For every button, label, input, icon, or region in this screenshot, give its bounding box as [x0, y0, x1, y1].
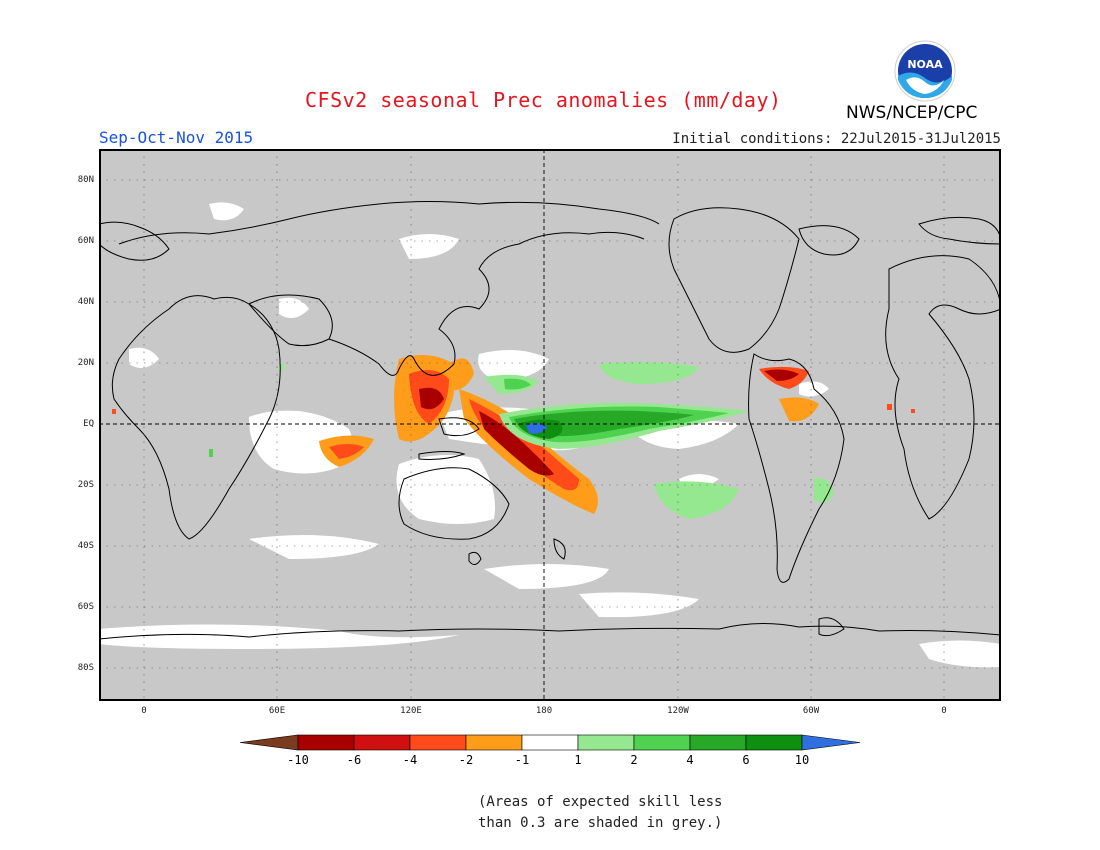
map-frame: [99, 149, 1001, 701]
legend-tick-label: -1: [515, 753, 529, 767]
precip-anomaly-map: [99, 149, 1001, 701]
legend-swatch-2: [353, 734, 411, 751]
legend-tick-label: -2: [459, 753, 473, 767]
map-title: CFSv2 seasonal Prec anomalies (mm/day): [305, 88, 782, 112]
lat-label-40n: 40N: [77, 297, 94, 307]
legend-swatch-3: [409, 734, 467, 751]
lat-label-40s: 40S: [77, 541, 94, 551]
lat-label-20n: 20N: [77, 358, 94, 368]
lon-label-180: 180: [535, 706, 553, 716]
equator-and-dateline: [99, 149, 1001, 701]
legend-tick-label: -4: [403, 753, 417, 767]
wet-anomaly-regions: [209, 362, 834, 519]
legend-tick-label: -10: [287, 753, 309, 767]
dry-anomaly-regions: [112, 355, 915, 514]
legend-swatch-10: [801, 734, 860, 751]
legend-swatch-4: [465, 734, 523, 751]
legend-swatch-6: [577, 734, 635, 751]
lon-label-120w: 120W: [667, 706, 689, 716]
footnote-line-1: (Areas of expected skill less: [478, 794, 723, 810]
lat-label-60s: 60S: [77, 602, 94, 612]
legend-tick-label: -6: [347, 753, 361, 767]
legend-tick-label: 4: [686, 753, 693, 767]
color-legend: -10 -6 -4 -2 -1 1 2 4 6 10: [240, 734, 860, 767]
legend-tick-label: 1: [574, 753, 581, 767]
lat-label-60n: 60N: [77, 236, 94, 246]
noaa-logo-icon: NOAA: [894, 40, 956, 102]
initial-conditions-label: Initial conditions: 22Jul2015-31Jul2015: [672, 131, 1001, 147]
lat-label-80s: 80S: [77, 663, 94, 673]
coastlines: [99, 201, 1001, 640]
lon-label-60e: 60E: [268, 706, 286, 716]
legend-swatch-7: [633, 734, 691, 751]
legend-swatch-9: [745, 734, 803, 751]
legend-tick-label: 2: [630, 753, 637, 767]
season-label: Sep-Oct-Nov 2015: [99, 128, 254, 147]
legend-swatch-1: [297, 734, 355, 751]
legend-swatch-5: [521, 734, 579, 751]
skill-footnote: (Areas of expected skill less than 0.3 a…: [478, 792, 722, 834]
lat-label-eq: EQ: [83, 419, 94, 429]
legend-tick-label: 10: [795, 753, 809, 767]
legend-swatch-0: [240, 734, 299, 751]
lat-label-20s: 20S: [77, 480, 94, 490]
svg-text:NOAA: NOAA: [907, 58, 943, 71]
lat-label-80n: 80N: [77, 175, 94, 185]
legend-tick-label: 6: [742, 753, 749, 767]
lon-label-0-east: 0: [941, 706, 947, 716]
legend-swatch-8: [689, 734, 747, 751]
lon-label-120e: 120E: [400, 706, 422, 716]
lon-label-0-west: 0: [141, 706, 147, 716]
lon-label-60w: 60W: [802, 706, 820, 716]
graticule: [99, 149, 1001, 701]
footnote-line-2: than 0.3 are shaded in grey.): [478, 815, 723, 831]
agency-label: NWS/NCEP/CPC: [846, 103, 978, 123]
